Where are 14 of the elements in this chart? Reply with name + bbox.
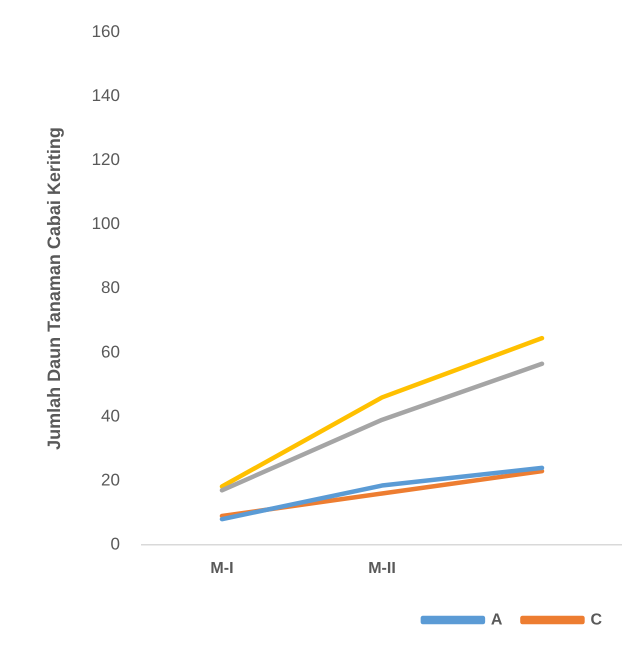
y-tick-label: 20 — [101, 470, 120, 490]
y-axis-title: Jumlah Daun Tanaman Cabai Keriting — [44, 127, 64, 450]
y-tick-label: 140 — [92, 86, 120, 105]
y-tick-label: 100 — [92, 214, 120, 234]
y-tick-label: 60 — [101, 342, 120, 362]
legend-label: C — [590, 611, 602, 628]
y-tick-label: 0 — [110, 534, 120, 554]
y-tick-label: 160 — [92, 22, 120, 41]
y-tick-label: 120 — [92, 150, 120, 170]
y-tick-label: 40 — [101, 406, 120, 426]
y-tick-label: 80 — [101, 278, 120, 298]
legend-label: A — [490, 611, 503, 628]
x-tick-label: M-II — [368, 560, 396, 577]
x-tick-label: M-I — [210, 560, 234, 577]
